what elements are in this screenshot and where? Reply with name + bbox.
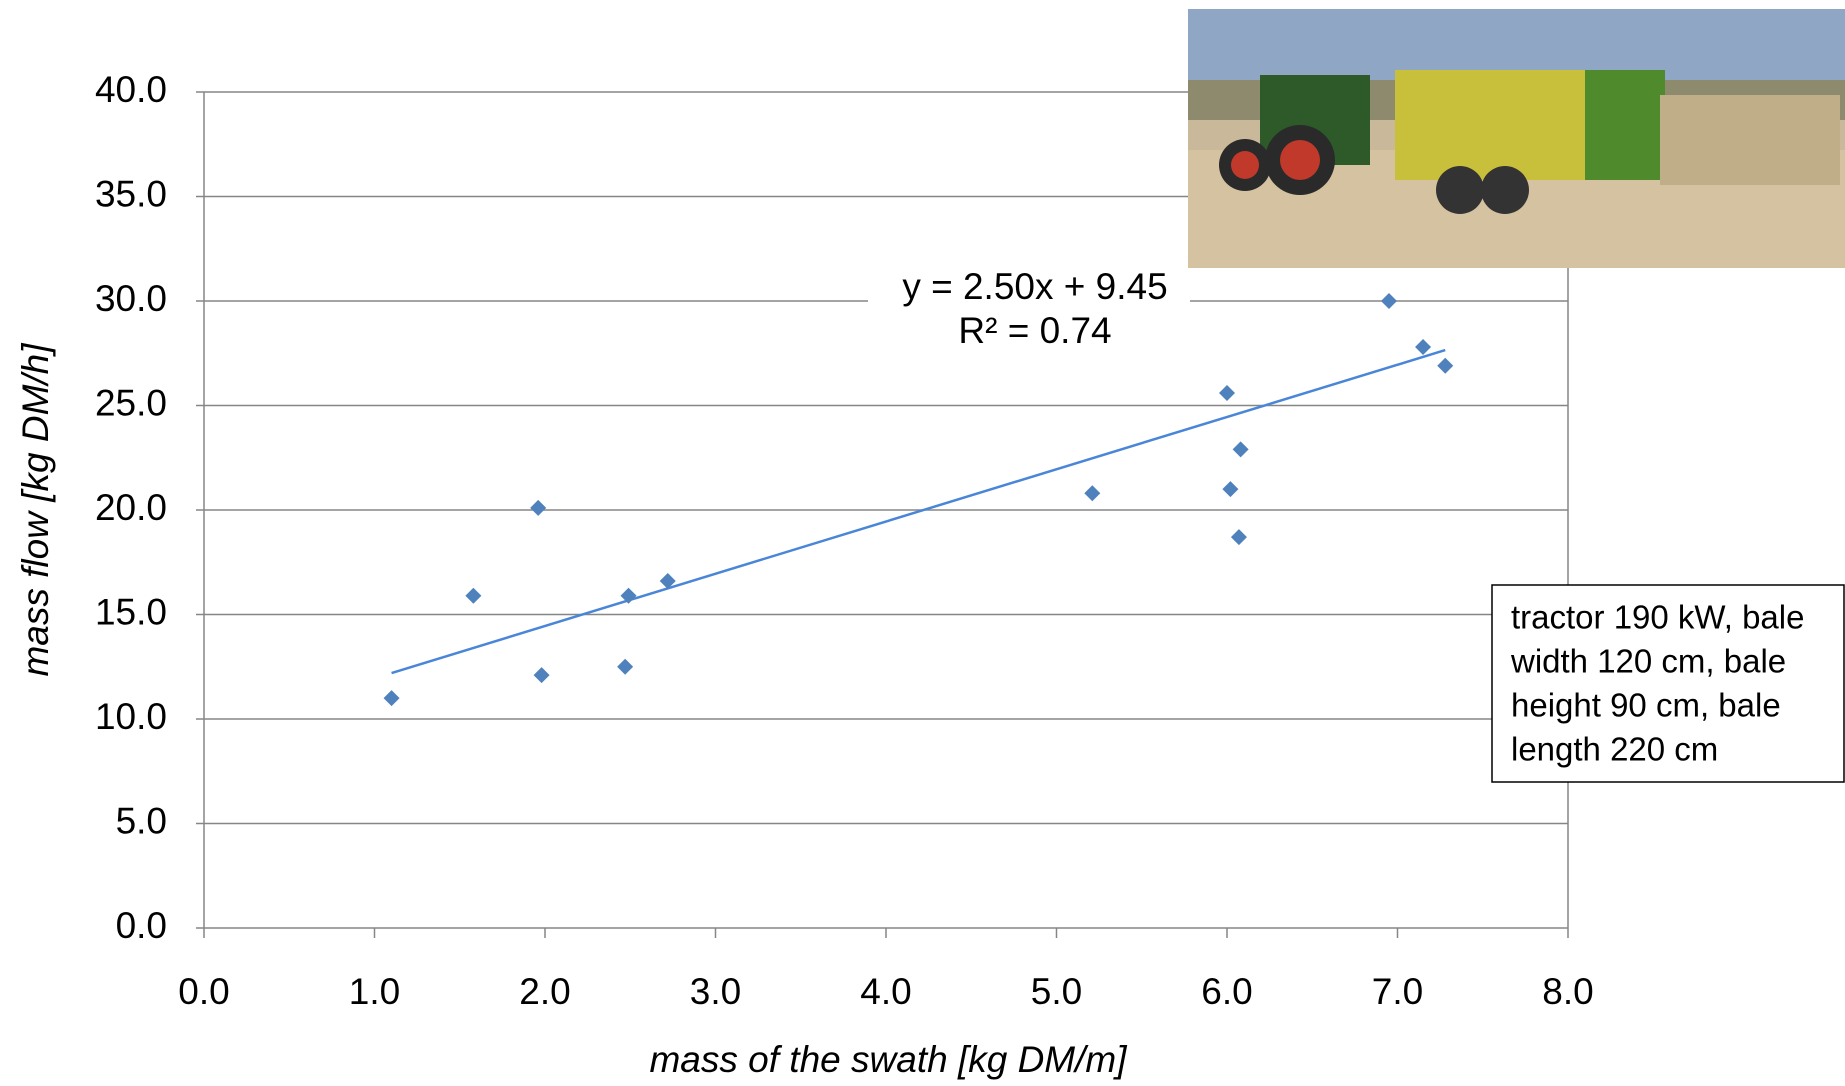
- y-tick-label: 5.0: [116, 800, 167, 841]
- x-tick-label: 1.0: [349, 971, 400, 1012]
- point: [620, 587, 637, 604]
- x-tick-label: 8.0: [1542, 971, 1593, 1012]
- x-tick-label: 5.0: [1031, 971, 1082, 1012]
- point: [1230, 529, 1247, 546]
- point: [1219, 384, 1235, 401]
- y-tick-label: 25.0: [95, 382, 167, 423]
- y-tick-label: 0.0: [116, 905, 167, 946]
- trendline: [391, 348, 1446, 675]
- point: [533, 667, 550, 684]
- point: [617, 658, 634, 675]
- x-tick-label: 0.0: [178, 971, 229, 1012]
- point: [1232, 441, 1249, 458]
- x-tick-label: 6.0: [1201, 971, 1252, 1012]
- trend-r-squared: R² = 0.74: [958, 310, 1111, 351]
- y-axis-title: mass flow [kg DM/h]: [15, 343, 56, 677]
- x-tick-label: 2.0: [519, 971, 570, 1012]
- annotation-line: height 90 cm, bale: [1511, 687, 1781, 724]
- y-tick-label: 40.0: [95, 69, 167, 110]
- x-axis-title: mass of the swath [kg DM/m]: [649, 1039, 1127, 1080]
- point: [659, 573, 676, 590]
- y-tick-label: 20.0: [95, 487, 167, 528]
- annotation-line: length 220 cm: [1511, 731, 1718, 768]
- x-tick-label: 3.0: [690, 971, 741, 1012]
- y-tick-label: 10.0: [95, 696, 167, 737]
- y-tick-label: 35.0: [95, 173, 167, 214]
- point: [465, 587, 482, 604]
- point: [530, 499, 547, 516]
- trend-equation: y = 2.50x + 9.45: [902, 266, 1167, 307]
- y-tick-label: 15.0: [95, 591, 167, 632]
- point: [1380, 293, 1397, 309]
- point: [1437, 357, 1454, 374]
- equation-bg: [868, 268, 1190, 312]
- point: [1415, 338, 1432, 355]
- annotation-line: width 120 cm, bale: [1510, 643, 1786, 680]
- point: [383, 690, 400, 707]
- x-tick-label: 4.0: [860, 971, 911, 1012]
- point: [1084, 485, 1101, 502]
- y-tick-label: 30.0: [95, 278, 167, 319]
- point: [1222, 481, 1239, 498]
- annotation-box: [1491, 584, 1845, 783]
- annotation-line: tractor 190 kW, bale: [1511, 599, 1804, 636]
- photo: [1188, 9, 1845, 268]
- x-tick-label: 7.0: [1372, 971, 1423, 1012]
